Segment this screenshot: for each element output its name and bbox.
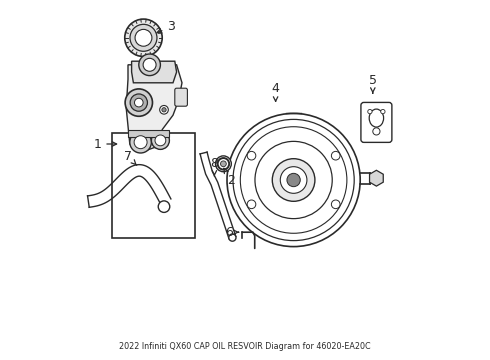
Circle shape: [134, 136, 147, 149]
Text: 2022 Infiniti QX60 CAP OIL RESVOIR Diagram for 46020-EA20C: 2022 Infiniti QX60 CAP OIL RESVOIR Diagr…: [119, 342, 371, 351]
Text: 3: 3: [157, 21, 175, 33]
Circle shape: [151, 131, 170, 149]
Circle shape: [216, 156, 231, 172]
Circle shape: [227, 113, 360, 247]
Circle shape: [373, 128, 380, 135]
Circle shape: [130, 131, 151, 153]
Circle shape: [331, 200, 340, 209]
Text: 1: 1: [94, 138, 117, 150]
Circle shape: [240, 127, 347, 233]
Circle shape: [247, 200, 256, 209]
Polygon shape: [132, 61, 176, 83]
Circle shape: [134, 98, 143, 107]
Text: 5: 5: [369, 75, 377, 93]
Circle shape: [381, 109, 385, 114]
Circle shape: [218, 158, 229, 170]
Circle shape: [280, 167, 307, 193]
Circle shape: [125, 89, 152, 116]
Circle shape: [287, 174, 300, 186]
Circle shape: [233, 120, 354, 240]
Circle shape: [155, 135, 166, 146]
Polygon shape: [369, 170, 383, 186]
Circle shape: [229, 234, 236, 241]
FancyBboxPatch shape: [175, 88, 187, 106]
Text: 8: 8: [210, 157, 219, 176]
FancyBboxPatch shape: [361, 102, 392, 142]
Circle shape: [162, 108, 166, 112]
Circle shape: [139, 54, 160, 76]
Circle shape: [143, 58, 156, 71]
Circle shape: [247, 151, 256, 160]
Circle shape: [130, 24, 157, 51]
Text: 7: 7: [124, 150, 137, 165]
Text: 6: 6: [225, 226, 239, 239]
Circle shape: [158, 201, 170, 212]
Ellipse shape: [369, 109, 384, 127]
Circle shape: [125, 19, 162, 57]
Circle shape: [368, 109, 372, 114]
Bar: [128, 130, 170, 137]
Bar: [112, 133, 195, 238]
Text: 2: 2: [224, 168, 235, 186]
Circle shape: [135, 30, 152, 46]
Circle shape: [331, 151, 340, 160]
Circle shape: [220, 161, 226, 167]
Circle shape: [272, 159, 315, 201]
Polygon shape: [126, 65, 182, 151]
Circle shape: [160, 105, 169, 114]
Circle shape: [255, 141, 332, 219]
Circle shape: [130, 94, 147, 111]
Text: 4: 4: [271, 82, 279, 101]
